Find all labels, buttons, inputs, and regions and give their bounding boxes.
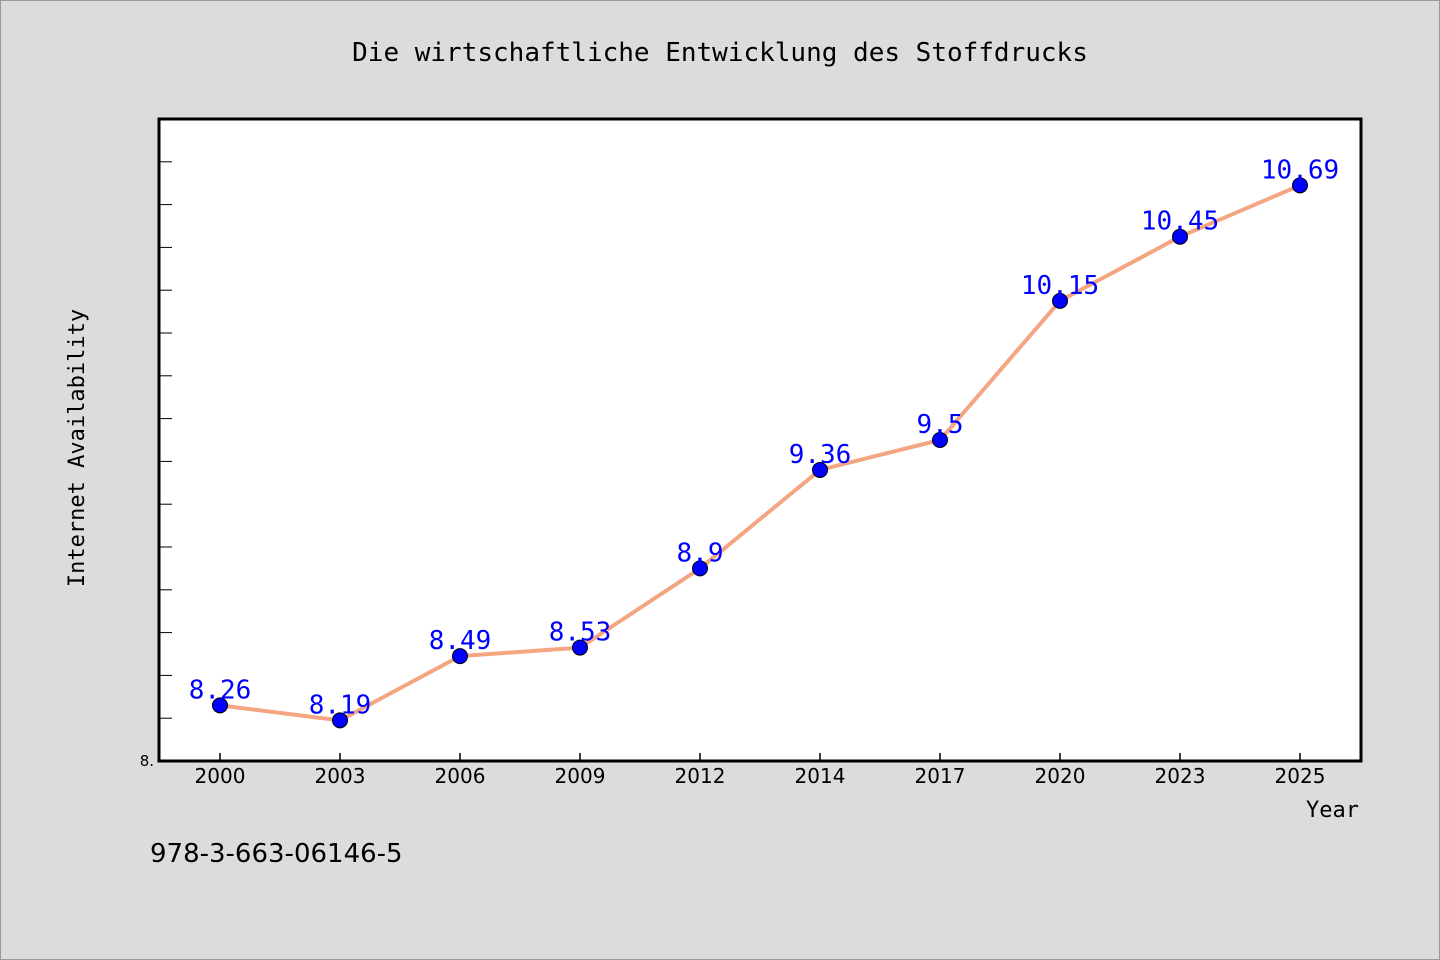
series-line bbox=[218, 183, 1302, 723]
data-point bbox=[932, 432, 948, 448]
x-axis-label: Year bbox=[1306, 798, 1359, 823]
data-label: 8.53 bbox=[549, 618, 612, 648]
x-tick-label: 2009 bbox=[555, 764, 606, 788]
data-point bbox=[212, 697, 228, 714]
data-label: 10.15 bbox=[1021, 271, 1099, 301]
x-tick-label: 2000 bbox=[195, 764, 246, 788]
plot-area bbox=[157, 117, 1363, 763]
x-tick-label: 2012 bbox=[675, 764, 726, 788]
data-point bbox=[572, 639, 588, 656]
data-label: 8.19 bbox=[309, 690, 372, 720]
series-markers bbox=[212, 177, 1308, 729]
x-tick-label: 2017 bbox=[915, 764, 966, 788]
data-point bbox=[452, 648, 468, 665]
data-label: 10.45 bbox=[1141, 207, 1219, 237]
data-point bbox=[812, 461, 828, 478]
data-label: 8.9 bbox=[677, 538, 724, 568]
data-label: 9.36 bbox=[789, 440, 852, 470]
x-tick-label: 2025 bbox=[1275, 764, 1326, 788]
x-tick-label: 2006 bbox=[435, 764, 486, 788]
y-axis-minor-ticks bbox=[159, 161, 172, 719]
x-tick-label: 2020 bbox=[1035, 764, 1086, 788]
data-label: 10.69 bbox=[1261, 155, 1339, 185]
x-tick-label: 2003 bbox=[315, 764, 366, 788]
data-point bbox=[332, 712, 348, 729]
y-axis-label: Internet Availability bbox=[65, 309, 90, 587]
data-point bbox=[692, 560, 708, 577]
y-tick-label: 8. bbox=[140, 752, 154, 770]
data-point bbox=[1172, 228, 1188, 245]
data-point bbox=[1052, 292, 1068, 309]
data-point bbox=[1292, 177, 1308, 194]
x-tick-label: 2023 bbox=[1155, 764, 1206, 788]
data-labels: 8.26 8.19 8.49 8.53 8.9 9.36 9.5 10.15 10.45 10.6… bbox=[189, 155, 1339, 720]
x-tick-label: 2014 bbox=[795, 764, 846, 788]
chart-title: Die wirtschaftliche Entwicklung des Stof… bbox=[352, 38, 1088, 68]
data-label: 9.5 bbox=[917, 410, 964, 440]
data-label: 8.49 bbox=[429, 626, 492, 656]
x-axis-ticks: 2000 2003 2006 2009 2012 2014 2017 2020 2023 2025 bbox=[195, 753, 1326, 788]
isbn-annotation: 978-3-663-06146-5 bbox=[150, 839, 403, 869]
data-label: 8.26 bbox=[189, 675, 252, 705]
